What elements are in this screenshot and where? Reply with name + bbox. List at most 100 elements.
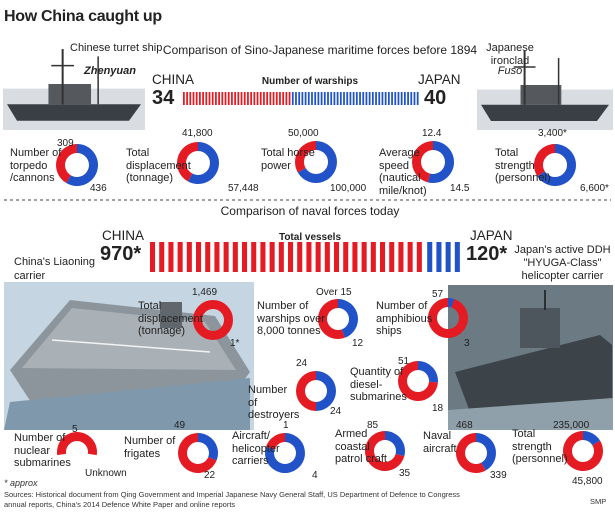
donut2-10-label: Total strength (personnel) bbox=[512, 428, 568, 466]
china-warship-tick bbox=[240, 92, 243, 105]
china-warship-tick bbox=[285, 92, 288, 105]
china-vessel-tick bbox=[324, 242, 330, 272]
donut2-4-china-slice bbox=[398, 361, 438, 402]
china-warship-tick bbox=[189, 92, 192, 105]
china-warship-tick bbox=[279, 92, 281, 105]
donut2-10-china-value: 235,000 bbox=[553, 420, 590, 431]
japan-warship-tick bbox=[298, 92, 301, 105]
source-line-1: Sources: Historical document from Qing G… bbox=[4, 490, 460, 499]
donut1-1-japan-slice bbox=[188, 142, 219, 184]
donut1-2-japan-value: 100,000 bbox=[330, 183, 367, 194]
donut1-0-japan-value: 436 bbox=[90, 183, 107, 194]
japan-warship-tick bbox=[375, 92, 377, 105]
china-warship-tick bbox=[208, 92, 211, 105]
donut2-0-label: Total displacement (tonnage) bbox=[138, 300, 203, 338]
china-vessel-tick bbox=[361, 242, 367, 272]
china-vessel-tick bbox=[186, 242, 192, 272]
china-vessel-tick bbox=[269, 242, 275, 272]
china-vessel-tick bbox=[398, 242, 404, 272]
china-warship-tick bbox=[282, 92, 285, 105]
donut2-1-japan-slice bbox=[338, 299, 358, 338]
donut2-10-japan-slice bbox=[583, 431, 601, 446]
donut1-3-china-value: 12.4 bbox=[422, 128, 442, 139]
donut2-1-china-value: Over 15 bbox=[316, 287, 352, 298]
donut1-0-china-value: 309 bbox=[57, 138, 74, 149]
donut1-3-japan-slice bbox=[427, 141, 454, 183]
china-vessel-tick bbox=[315, 242, 321, 272]
donut2-3-japan-slice bbox=[316, 371, 336, 411]
china-warship-tick bbox=[272, 92, 275, 105]
donut2-1-label: Number of warships over 8,000 tonnes bbox=[257, 300, 325, 338]
donut1-1-china-value: 41,800 bbox=[182, 128, 213, 139]
china-vessel-tick bbox=[416, 242, 422, 272]
japan-warship-tick bbox=[368, 92, 371, 105]
japan-warship-tick bbox=[394, 92, 397, 105]
china-warship-tick bbox=[199, 92, 201, 105]
china-vessel-tick bbox=[343, 242, 349, 272]
donut1-1-china-slice bbox=[177, 142, 198, 182]
donut2-8-label: Armed coastal patrol craft bbox=[335, 428, 387, 466]
china-vessel-tick bbox=[168, 242, 174, 272]
donut2-2-china-slice bbox=[428, 298, 468, 339]
donut2-2-japan-value: 3 bbox=[464, 338, 470, 349]
donut2-10-japan-value: 45,800 bbox=[572, 476, 603, 487]
donut2-10 bbox=[563, 431, 603, 472]
china-warship-tick bbox=[202, 92, 204, 105]
donut1-1-label: Total displacement (tonnage) bbox=[126, 147, 191, 185]
donut1-1-japan-value: 57,448 bbox=[228, 183, 259, 194]
japan-vessel-tick bbox=[454, 242, 460, 272]
japan-ship-name: Fusō bbox=[497, 65, 523, 77]
section2-title: Comparison of naval forces today bbox=[220, 204, 400, 218]
japan-warship-tick bbox=[317, 92, 320, 105]
donut2-10-china-slice bbox=[563, 431, 603, 472]
japan-warship-tick bbox=[343, 92, 345, 105]
china-vessel-tick bbox=[196, 242, 202, 272]
donut1-4-japan-slice bbox=[537, 144, 576, 186]
japan-warship-tick bbox=[291, 92, 294, 105]
china-vessel-tick bbox=[159, 242, 165, 272]
section2-japan-label: JAPAN bbox=[470, 228, 513, 243]
japan-warship-tick bbox=[314, 92, 317, 105]
hyuga-caption-1: Japan's active DDH bbox=[514, 244, 611, 256]
donut2-9-japan-slice bbox=[476, 433, 497, 471]
donut2-0-japan-value: 1* bbox=[230, 338, 240, 349]
china-warship-tick bbox=[224, 92, 227, 105]
japan-warship-tick bbox=[336, 92, 339, 105]
japan-warship-tick bbox=[378, 92, 381, 105]
japan-warship-tick bbox=[362, 92, 365, 105]
japan-warship-tick bbox=[295, 92, 297, 105]
china-ship-caption: Chinese turret ship bbox=[70, 42, 163, 54]
donut2-4-japan-slice bbox=[418, 361, 438, 383]
china-vessel-tick bbox=[334, 242, 340, 272]
donut1-4-label: Total strength (personnel) bbox=[495, 147, 551, 185]
donut1-2-label: Total horse power bbox=[261, 147, 315, 172]
japan-warship-tick bbox=[339, 92, 342, 105]
donut1-3-label: Average speed (nautical mile/knot) bbox=[379, 147, 427, 197]
china-warship-tick bbox=[263, 92, 265, 105]
china-warship-tick bbox=[253, 92, 256, 105]
donut1-1 bbox=[177, 142, 219, 184]
japan-warship-tick bbox=[391, 92, 393, 105]
china-vessel-tick bbox=[389, 242, 395, 272]
china-vessel-tick bbox=[297, 242, 303, 272]
china-warship-tick bbox=[218, 92, 220, 105]
japan-warship-tick bbox=[349, 92, 352, 105]
donut2-5-china-value: 5 bbox=[72, 424, 78, 435]
donut1-4-china-slice bbox=[534, 144, 555, 177]
donut1-2-china-slice bbox=[295, 141, 316, 173]
donut2-6-japan-value: 22 bbox=[204, 470, 216, 481]
china-warship-tick bbox=[237, 92, 240, 105]
credit: SMP bbox=[590, 497, 607, 506]
china-warship-tick bbox=[269, 92, 272, 105]
section1-japan-label: JAPAN bbox=[418, 72, 461, 87]
liaoning-caption-1: China's Liaoning bbox=[14, 256, 95, 268]
japan-warship-tick bbox=[381, 92, 384, 105]
donut2-0-china-value: 1,469 bbox=[192, 287, 218, 298]
donut2-0 bbox=[193, 300, 233, 340]
donut2-7-japan-value: 4 bbox=[312, 470, 318, 481]
japan-warship-tick bbox=[365, 92, 368, 105]
japan-warship-tick bbox=[403, 92, 406, 105]
china-warship-tick bbox=[256, 92, 259, 105]
